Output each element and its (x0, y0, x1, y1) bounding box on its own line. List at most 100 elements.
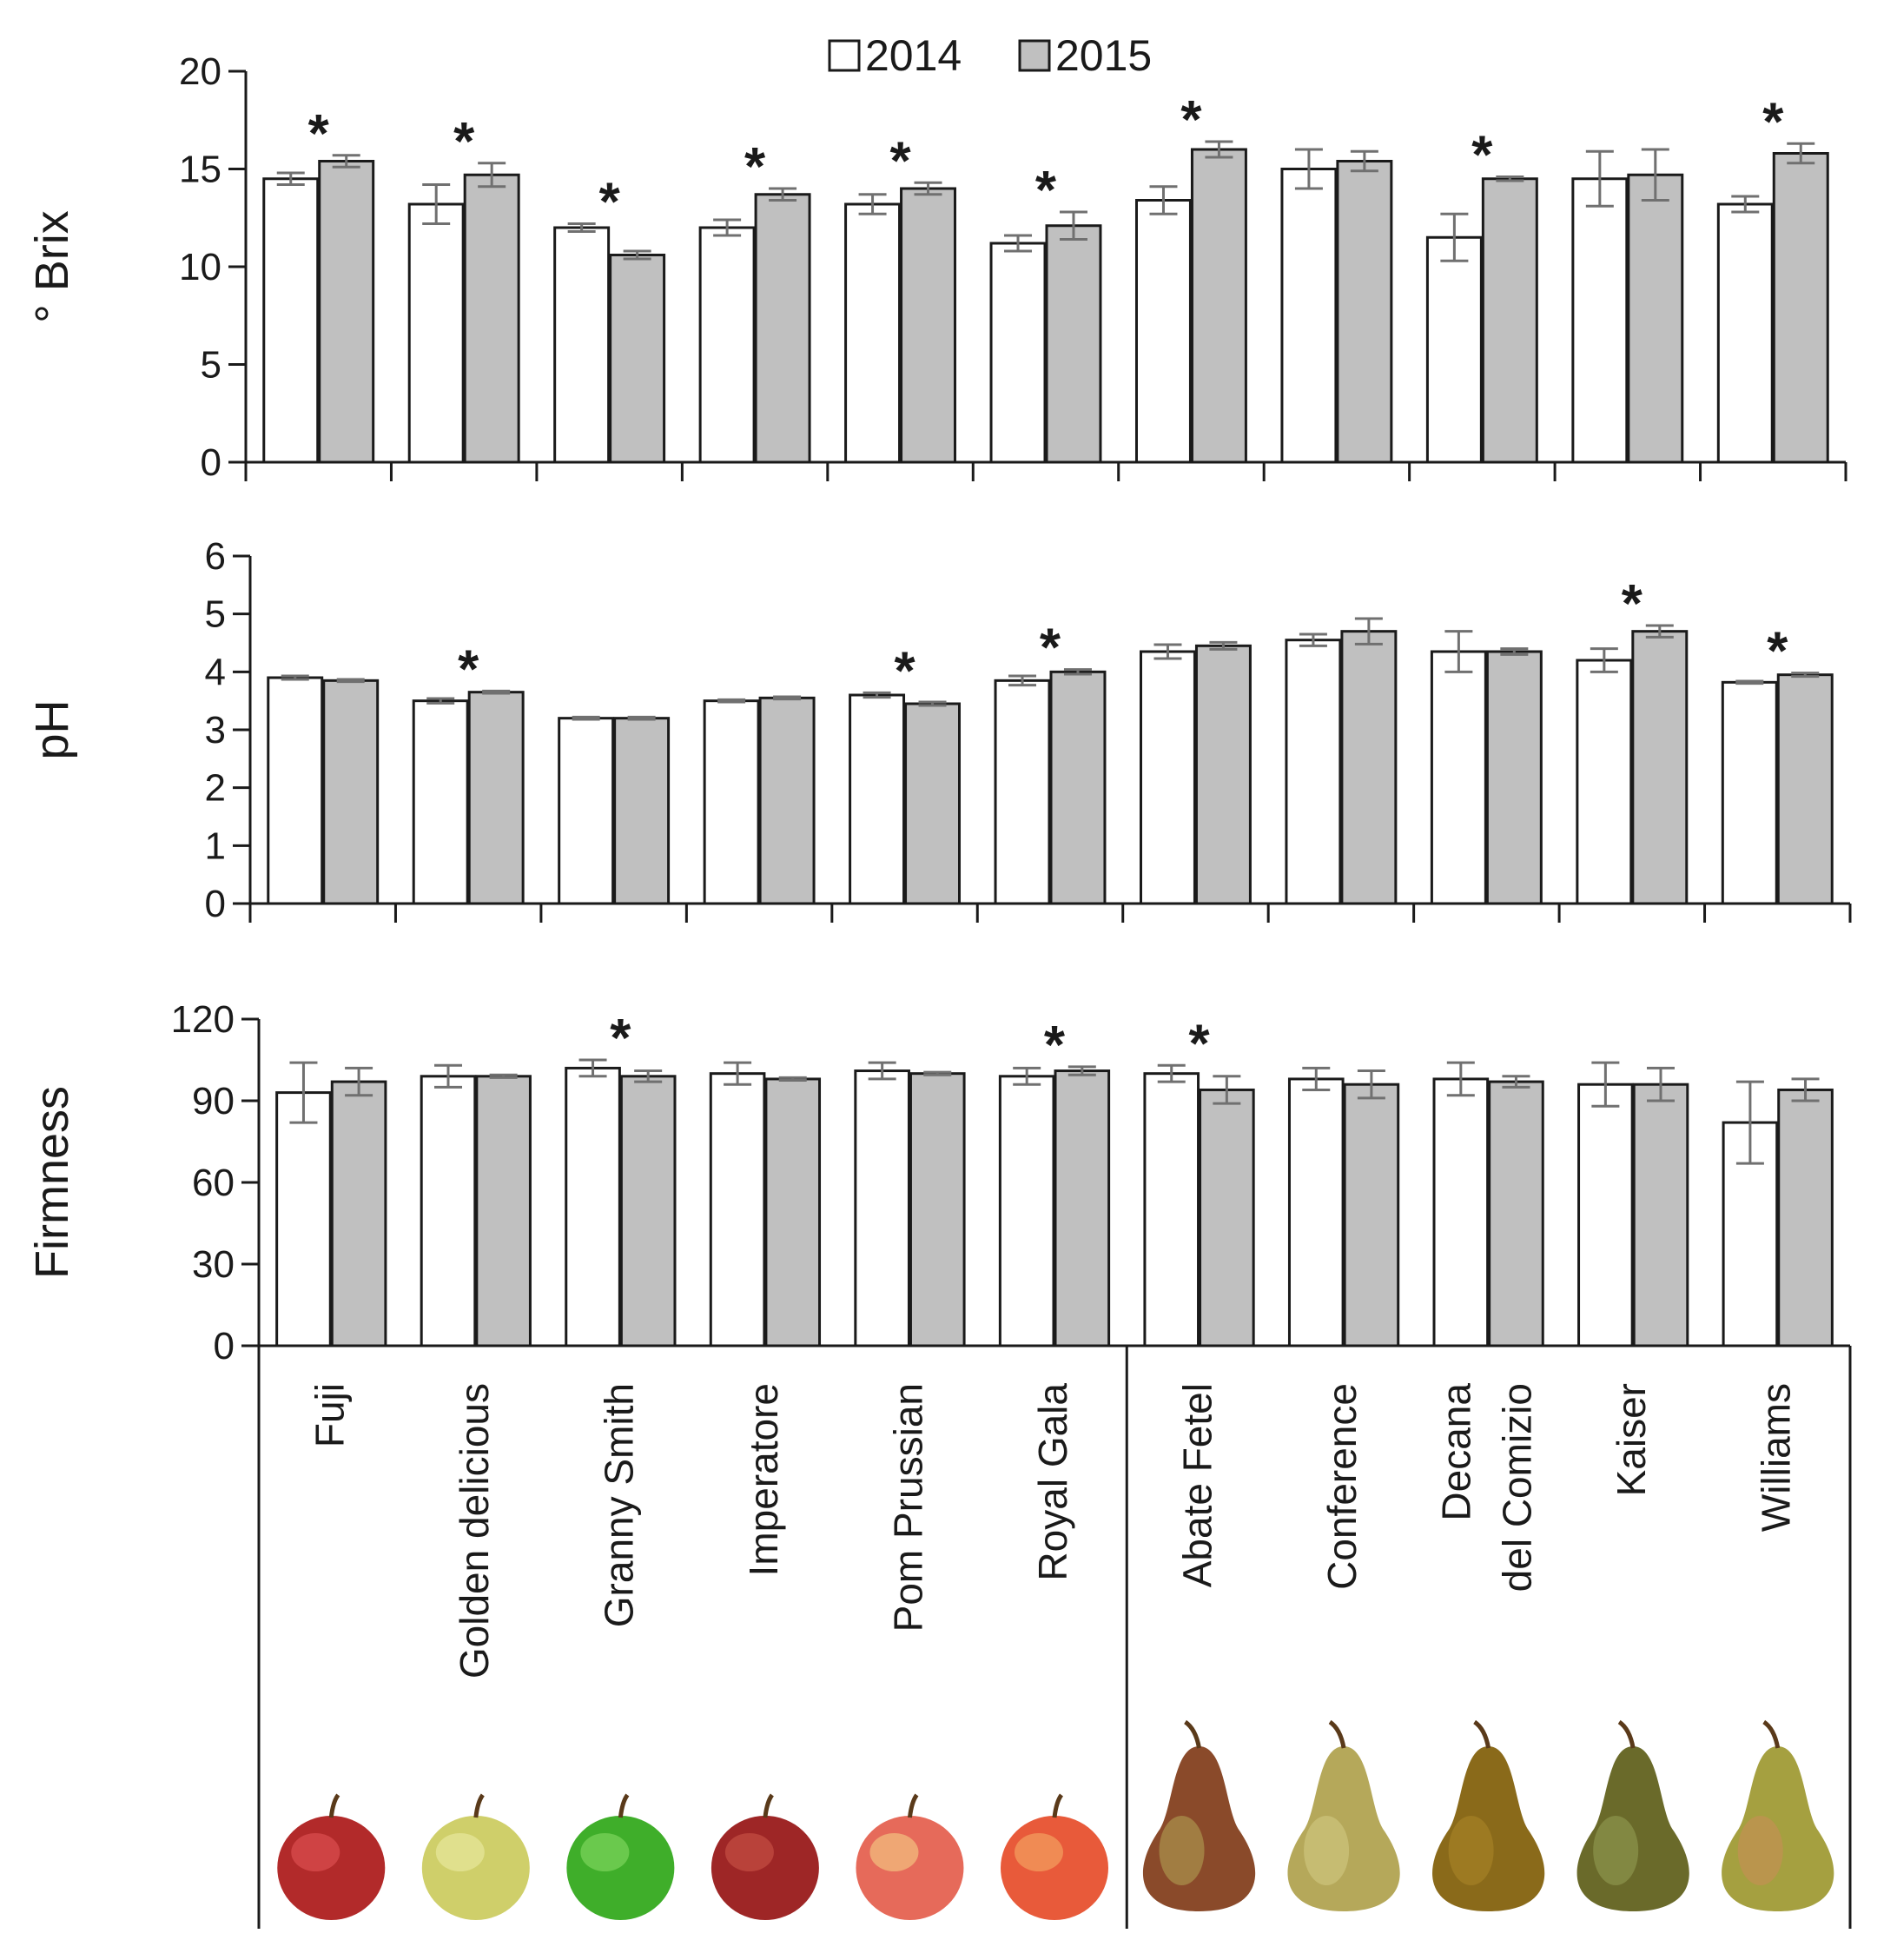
apple-stem (618, 1793, 630, 1818)
bar-2014-kaiser (1571, 177, 1629, 464)
significance-marker: * (1044, 1016, 1066, 1076)
category-label-granny-smith: Granny Smith (596, 1383, 641, 1627)
legend-label-2014: 2014 (865, 31, 962, 80)
bar-2015-conference (1336, 160, 1393, 464)
legend-swatch-2015 (1018, 39, 1051, 72)
bar-2014-abate-fetel (1143, 1072, 1200, 1348)
bar-2015-abate-fetel (1194, 644, 1252, 905)
y-tick-label: 2 (205, 767, 226, 810)
y-tick-label: 0 (214, 1325, 235, 1367)
bar-2014-fuji (275, 1091, 332, 1348)
apple-stem (1052, 1793, 1064, 1818)
bar-2014-imperatore (709, 1072, 766, 1348)
pear-image-conference (1287, 1719, 1400, 1911)
y-axis-label: ° Brix (26, 210, 78, 323)
y-tick-label: 30 (192, 1243, 235, 1286)
bar-2015-fuji (318, 160, 375, 464)
y-tick-label: 15 (179, 149, 221, 191)
pear-image-kaiser (1576, 1719, 1689, 1911)
bar-2014-decana-del-comizio (1430, 650, 1487, 905)
significance-marker: * (1180, 90, 1202, 150)
significance-marker: * (1767, 622, 1788, 682)
bar-2014-golden-delicious (407, 202, 465, 464)
bar-2015-williams (1777, 1088, 1834, 1348)
bar-2014-williams (1721, 680, 1778, 905)
bar-2014-fuji (262, 177, 320, 464)
significance-marker: * (889, 131, 911, 191)
pear-highlight (1737, 1816, 1783, 1885)
pear-stem (1473, 1719, 1491, 1749)
category-label-fuji: Fuji (307, 1383, 352, 1447)
bar-2015-royal-gala (1045, 224, 1102, 464)
legend-swatch-2014 (828, 39, 861, 72)
apple-stem (763, 1793, 774, 1818)
bar-2014-pom-prussian (854, 1069, 910, 1348)
category-label-abate-fetel: Abate Fetel (1175, 1383, 1220, 1587)
bar-2015-granny-smith (609, 254, 666, 464)
bar-2015-conference (1340, 630, 1398, 905)
bar-2015-abate-fetel (1190, 148, 1247, 464)
bar-2015-kaiser (1627, 173, 1684, 464)
y-tick-label: 20 (179, 50, 221, 93)
bar-2015-decana-del-comizio (1485, 650, 1543, 905)
bar-2014-conference (1285, 639, 1342, 905)
bar-2014-fuji (267, 676, 324, 905)
bar-2014-golden-delicious (412, 699, 469, 905)
apple-stem (328, 1793, 340, 1818)
bar-2015-fuji (322, 679, 380, 905)
apple-image-pom-prussian (856, 1793, 964, 1920)
bar-2015-pom-prussian (909, 1072, 966, 1348)
apple-highlight (580, 1833, 630, 1871)
bar-2014-pom-prussian (849, 693, 906, 905)
y-tick-label: 0 (205, 883, 226, 925)
bar-2015-decana-del-comizio (1488, 1080, 1544, 1348)
significance-marker: * (453, 112, 475, 172)
apple-body (711, 1816, 819, 1920)
bar-2015-imperatore (754, 193, 811, 464)
legend-label-2015: 2015 (1055, 31, 1152, 80)
panel-brix: 0 5 10 15 20 ° Brix * * * * * * * * * (26, 50, 1847, 484)
apple-stem (907, 1793, 919, 1818)
category-label-pom-prussian: Pom Prussian (885, 1383, 930, 1632)
pear-highlight (1159, 1816, 1205, 1885)
bar-2014-abate-fetel (1139, 650, 1196, 905)
apple-highlight (724, 1833, 774, 1871)
bar-2015-kaiser (1632, 1083, 1689, 1348)
apple-highlight (869, 1833, 919, 1871)
y-axis-label: Firmness (26, 1086, 78, 1279)
bar-2015-imperatore (764, 1077, 822, 1348)
category-label-kaiser: Kaiser (1609, 1383, 1654, 1496)
y-tick-label: 4 (205, 651, 226, 693)
pear-image-decana-del-comizio (1432, 1719, 1545, 1911)
significance-marker: * (1622, 574, 1643, 634)
y-tick-label: 10 (179, 246, 221, 288)
apple-body (566, 1816, 675, 1920)
y-tick-label: 1 (205, 824, 226, 867)
apple-image-golden-delicious (421, 1793, 530, 1920)
bar-2014-royal-gala (994, 679, 1051, 905)
bar-2015-pom-prussian (904, 702, 962, 905)
significance-marker: * (458, 639, 479, 699)
y-tick-label: 3 (205, 709, 226, 752)
bar-2015-granny-smith (613, 717, 671, 905)
category-label-del-comizio: del Comizio (1495, 1383, 1540, 1592)
bar-2015-granny-smith (619, 1075, 677, 1348)
bar-2015-royal-gala (1054, 1069, 1111, 1348)
y-tick-label: 0 (201, 441, 221, 484)
apple-body (1001, 1816, 1108, 1920)
y-tick-label: 90 (192, 1080, 235, 1122)
category-label-golden-delicious: Golden delicious (452, 1383, 497, 1679)
bar-2014-granny-smith (565, 1066, 621, 1348)
pear-image-abate-fetel (1142, 1719, 1256, 1911)
bar-2015-golden-delicious (463, 173, 520, 464)
bar-2014-pom-prussian (844, 202, 902, 464)
significance-marker: * (744, 137, 766, 197)
bar-2014-granny-smith (553, 226, 611, 464)
significance-marker: * (1035, 161, 1057, 221)
bar-2014-decana-del-comizio (1425, 235, 1483, 464)
apple-image-royal-gala (1001, 1793, 1108, 1920)
bar-2014-conference (1280, 168, 1338, 464)
bar-2014-conference (1287, 1077, 1345, 1348)
category-label-imperatore: Imperatore (741, 1383, 786, 1576)
